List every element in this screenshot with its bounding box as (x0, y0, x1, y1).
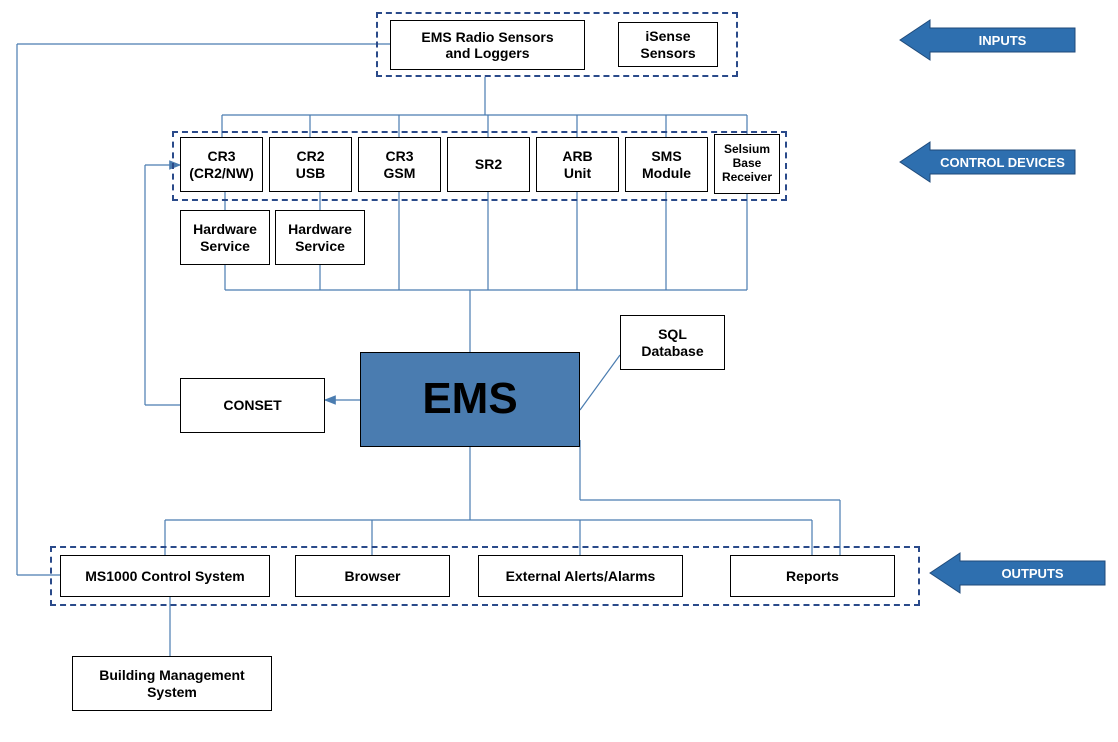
arrow-label-control: CONTROL DEVICES (934, 142, 1071, 182)
node-external-alerts: External Alerts/Alarms (478, 555, 683, 597)
node-sql-database: SQLDatabase (620, 315, 725, 370)
node-sms-module: SMSModule (625, 137, 708, 192)
node-cr3-gsm: CR3GSM (358, 137, 441, 192)
arrow-label-outputs: OUTPUTS (964, 553, 1101, 593)
node-reports: Reports (730, 555, 895, 597)
node-building-management-system: Building ManagementSystem (72, 656, 272, 711)
node-hardware-service-2: HardwareService (275, 210, 365, 265)
node-sr2: SR2 (447, 137, 530, 192)
node-conset: CONSET (180, 378, 325, 433)
arrow-label-inputs: INPUTS (934, 20, 1071, 60)
node-ms1000-control-system: MS1000 Control System (60, 555, 270, 597)
node-ems: EMS (360, 352, 580, 447)
node-cr2-usb: CR2USB (269, 137, 352, 192)
node-hardware-service-1: HardwareService (180, 210, 270, 265)
node-cr3-cr2nw: CR3(CR2/NW) (180, 137, 263, 192)
node-selsium-base-receiver: SelsiumBaseReceiver (714, 134, 780, 194)
node-browser: Browser (295, 555, 450, 597)
node-isense-sensors: iSenseSensors (618, 22, 718, 67)
node-ems-radio-sensors: EMS Radio Sensorsand Loggers (390, 20, 585, 70)
node-arb-unit: ARBUnit (536, 137, 619, 192)
diagram-canvas: INPUTS CONTROL DEVICES OUTPUTS EMS Radio… (0, 0, 1118, 742)
